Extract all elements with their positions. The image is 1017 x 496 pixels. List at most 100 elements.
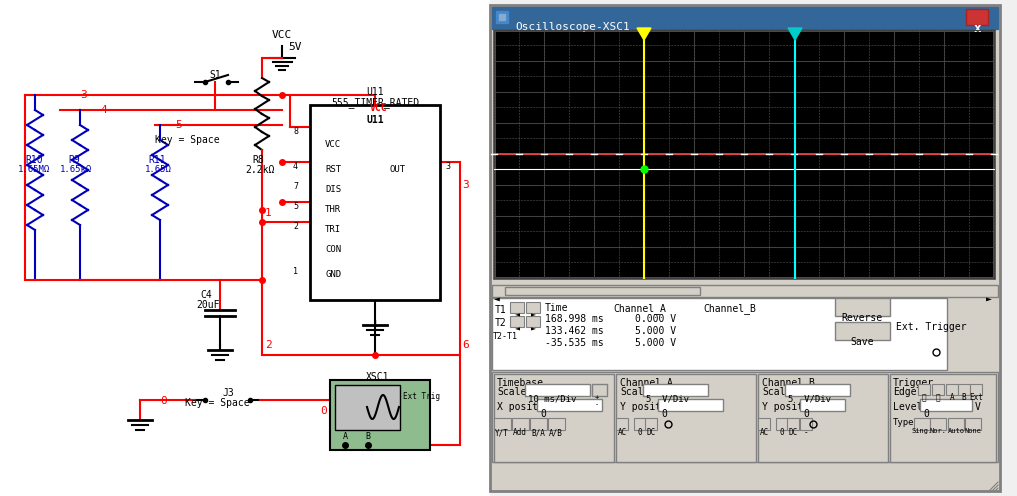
Text: VCC: VCC xyxy=(370,103,387,113)
Text: B: B xyxy=(365,432,370,441)
Text: 5  V/Div: 5 V/Div xyxy=(788,394,831,403)
Text: Channel B: Channel B xyxy=(762,378,815,388)
Text: T1: T1 xyxy=(495,305,506,315)
Text: Y position: Y position xyxy=(762,402,821,412)
Text: Key = Space: Key = Space xyxy=(155,135,220,145)
Text: VCC: VCC xyxy=(272,30,292,40)
Bar xyxy=(494,374,614,462)
Text: Oscilloscope-XSC1: Oscilloscope-XSC1 xyxy=(515,22,630,32)
Bar xyxy=(310,105,440,300)
Text: 0: 0 xyxy=(320,406,326,416)
Bar xyxy=(496,11,508,23)
Text: Ext. Trigger: Ext. Trigger xyxy=(896,322,966,332)
Text: 20uF: 20uF xyxy=(196,300,220,310)
Bar xyxy=(645,418,657,430)
Text: -35.535 ms: -35.535 ms xyxy=(545,338,604,348)
Text: ⏷: ⏷ xyxy=(921,393,926,402)
Bar xyxy=(948,418,964,430)
Text: Auto: Auto xyxy=(948,428,964,434)
Text: 0: 0 xyxy=(661,409,667,419)
Text: 5: 5 xyxy=(175,120,182,130)
Bar xyxy=(634,418,646,430)
Text: 0: 0 xyxy=(780,428,784,437)
Text: R8: R8 xyxy=(252,155,263,165)
Bar xyxy=(758,374,888,462)
Text: Channel_A: Channel_A xyxy=(613,303,666,314)
Text: 10 ms/Div: 10 ms/Div xyxy=(528,394,577,403)
Text: 4: 4 xyxy=(293,162,298,171)
Bar xyxy=(616,374,756,462)
Text: T2: T2 xyxy=(495,318,506,328)
Text: Scale: Scale xyxy=(497,387,527,397)
Bar xyxy=(510,316,524,327)
Text: Sing.: Sing. xyxy=(911,428,933,434)
Bar xyxy=(787,418,799,430)
Text: OUT: OUT xyxy=(390,165,406,174)
Text: U11: U11 xyxy=(366,115,383,125)
Bar xyxy=(800,418,812,430)
Bar xyxy=(776,418,788,430)
Bar xyxy=(492,285,998,297)
Bar xyxy=(335,385,400,430)
Text: 0: 0 xyxy=(803,409,809,419)
Text: X position: X position xyxy=(497,402,555,412)
Bar xyxy=(785,384,850,396)
Bar xyxy=(616,418,629,430)
Bar xyxy=(914,418,930,430)
Bar xyxy=(835,298,890,316)
Text: VCC: VCC xyxy=(325,140,341,149)
Text: Key = Space: Key = Space xyxy=(185,398,249,408)
Text: 1.65MΩ: 1.65MΩ xyxy=(18,165,50,174)
Bar xyxy=(592,384,607,396)
Text: Save: Save xyxy=(850,337,874,347)
Text: None: None xyxy=(964,428,981,434)
Bar xyxy=(492,298,947,370)
Bar xyxy=(525,384,590,396)
Bar xyxy=(537,399,602,411)
Bar xyxy=(526,316,540,327)
Text: Reverse: Reverse xyxy=(841,313,883,323)
Bar xyxy=(490,5,1000,491)
Text: x: x xyxy=(973,22,980,35)
Bar xyxy=(492,7,998,29)
Text: B/A: B/A xyxy=(531,428,545,437)
Text: 168.998 ms: 168.998 ms xyxy=(545,314,604,324)
Text: 3: 3 xyxy=(445,162,450,171)
Text: S1: S1 xyxy=(210,70,221,80)
Text: A: A xyxy=(343,432,348,441)
Bar xyxy=(548,418,565,430)
Bar xyxy=(0,0,490,496)
Text: GND: GND xyxy=(325,270,341,279)
Text: Ext Trig: Ext Trig xyxy=(403,392,440,401)
Text: T2-T1: T2-T1 xyxy=(493,332,518,341)
Text: 0: 0 xyxy=(160,396,167,406)
Text: RST: RST xyxy=(325,165,341,174)
Bar xyxy=(526,302,540,313)
Bar xyxy=(946,384,958,395)
Text: Add: Add xyxy=(513,428,527,437)
Bar xyxy=(643,384,708,396)
Text: ◄: ◄ xyxy=(515,311,520,320)
Text: Ext: Ext xyxy=(969,393,983,402)
Bar xyxy=(530,418,547,430)
Bar xyxy=(966,9,988,25)
Bar xyxy=(918,384,930,395)
Text: 4: 4 xyxy=(100,105,107,115)
Text: ◄: ◄ xyxy=(515,325,520,334)
Bar xyxy=(658,399,723,411)
Text: ⏶: ⏶ xyxy=(936,393,941,402)
Bar xyxy=(494,30,994,278)
Text: 3: 3 xyxy=(462,180,469,190)
Text: Edge: Edge xyxy=(893,387,916,397)
Bar xyxy=(835,322,890,340)
Text: V: V xyxy=(975,402,980,412)
Text: R9: R9 xyxy=(68,155,79,165)
Text: ►: ► xyxy=(986,294,992,304)
Text: ►: ► xyxy=(531,325,536,334)
Text: XSC1: XSC1 xyxy=(366,372,390,382)
Text: 3: 3 xyxy=(80,90,86,100)
Text: Type: Type xyxy=(893,418,914,427)
Text: R11: R11 xyxy=(148,155,166,165)
Text: 0.000 V: 0.000 V xyxy=(635,314,676,324)
Bar xyxy=(505,287,700,295)
